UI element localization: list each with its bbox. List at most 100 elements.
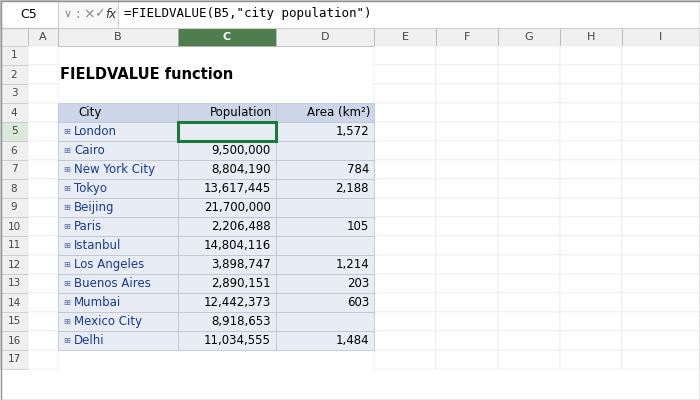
Bar xyxy=(58,312,178,331)
Bar xyxy=(436,103,498,122)
Bar xyxy=(622,274,700,293)
Text: Beijing: Beijing xyxy=(74,201,115,214)
Bar xyxy=(58,274,178,293)
Bar xyxy=(560,350,622,369)
Bar xyxy=(0,350,28,369)
Text: ⊞: ⊞ xyxy=(63,184,70,193)
Bar xyxy=(28,293,58,312)
Bar xyxy=(436,141,498,160)
Bar xyxy=(0,255,28,274)
Bar xyxy=(560,236,622,255)
Bar xyxy=(0,46,28,65)
Bar xyxy=(276,28,374,46)
Bar xyxy=(178,198,276,217)
Bar xyxy=(622,103,700,122)
Text: 9: 9 xyxy=(10,202,18,212)
Bar xyxy=(28,350,58,369)
Bar xyxy=(276,293,374,312)
Bar xyxy=(498,122,560,141)
Bar xyxy=(622,255,700,274)
Bar xyxy=(498,84,560,103)
Bar xyxy=(436,255,498,274)
Text: ⊞: ⊞ xyxy=(63,336,70,345)
Bar xyxy=(436,179,498,198)
Bar xyxy=(276,274,374,293)
Bar xyxy=(276,160,374,179)
Text: 6: 6 xyxy=(10,146,18,156)
Bar xyxy=(28,122,58,141)
Bar xyxy=(0,84,28,103)
Bar xyxy=(276,255,374,274)
Bar xyxy=(374,65,436,84)
Text: 2: 2 xyxy=(10,70,18,80)
Text: 2,890,151: 2,890,151 xyxy=(211,277,271,290)
Bar xyxy=(0,141,28,160)
Bar xyxy=(28,179,58,198)
Bar xyxy=(560,293,622,312)
Bar xyxy=(498,160,560,179)
Bar xyxy=(178,103,276,122)
Text: Istanbul: Istanbul xyxy=(74,239,121,252)
Text: ⊞: ⊞ xyxy=(63,298,70,307)
Text: Population: Population xyxy=(210,106,272,119)
Bar xyxy=(374,160,436,179)
Bar xyxy=(58,179,178,198)
Bar xyxy=(374,274,436,293)
Bar xyxy=(436,160,498,179)
Text: 203: 203 xyxy=(346,277,369,290)
Text: 1: 1 xyxy=(10,50,18,60)
Bar xyxy=(0,236,28,255)
Bar xyxy=(622,331,700,350)
Bar xyxy=(0,103,28,122)
Bar xyxy=(28,160,58,179)
Bar xyxy=(436,236,498,255)
Bar xyxy=(0,312,28,331)
Bar xyxy=(276,122,374,141)
Bar xyxy=(560,179,622,198)
Bar xyxy=(622,350,700,369)
Bar xyxy=(560,103,622,122)
Bar xyxy=(178,217,276,236)
Text: FIELDVALUE function: FIELDVALUE function xyxy=(60,67,233,82)
Bar xyxy=(276,103,374,122)
Bar xyxy=(374,350,436,369)
Text: ⊞: ⊞ xyxy=(63,165,70,174)
Text: 11,034,555: 11,034,555 xyxy=(204,334,271,347)
Bar xyxy=(28,198,58,217)
Text: 11: 11 xyxy=(8,240,20,250)
Bar xyxy=(276,141,374,160)
Text: =FIELDVALUE(B5,"city population"): =FIELDVALUE(B5,"city population") xyxy=(124,8,372,20)
Bar xyxy=(0,331,28,350)
Text: New York City: New York City xyxy=(74,163,155,176)
Text: 13: 13 xyxy=(8,278,20,288)
Text: 8,918,653: 8,918,653 xyxy=(211,315,271,328)
Bar xyxy=(560,65,622,84)
Bar xyxy=(0,274,28,293)
Text: fx: fx xyxy=(105,8,116,20)
Bar xyxy=(0,160,28,179)
Text: 14,804,116: 14,804,116 xyxy=(204,239,271,252)
Text: 3: 3 xyxy=(10,88,18,98)
Bar xyxy=(58,255,178,274)
Bar xyxy=(436,28,498,46)
Bar xyxy=(178,274,276,293)
Bar xyxy=(178,122,276,141)
Bar xyxy=(436,65,498,84)
Bar xyxy=(374,84,436,103)
Bar xyxy=(374,312,436,331)
Bar xyxy=(622,46,700,65)
Bar xyxy=(436,293,498,312)
Bar xyxy=(374,122,436,141)
Bar xyxy=(436,198,498,217)
Bar xyxy=(374,179,436,198)
Text: C: C xyxy=(223,32,231,42)
Bar xyxy=(622,28,700,46)
Bar xyxy=(622,122,700,141)
Bar xyxy=(560,198,622,217)
Bar xyxy=(622,312,700,331)
Text: ⊞: ⊞ xyxy=(63,317,70,326)
Text: F: F xyxy=(464,32,470,42)
Bar xyxy=(560,312,622,331)
Bar xyxy=(560,274,622,293)
Bar xyxy=(374,141,436,160)
